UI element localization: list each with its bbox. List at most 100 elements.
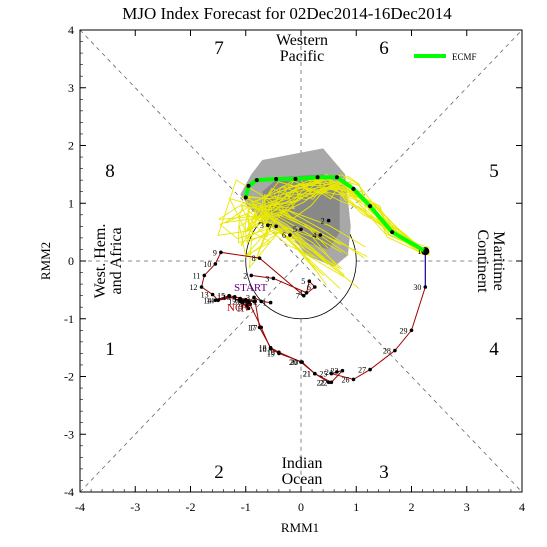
observed-point <box>368 367 372 372</box>
forecast-mean-point <box>423 249 428 254</box>
forecast-mean-point <box>246 183 251 188</box>
region-label-right-1: Maritime <box>490 231 507 291</box>
forecast-mean-point <box>315 175 320 180</box>
region-label-left-1: West. Hem. <box>92 224 109 299</box>
y-tick-label: 4 <box>68 23 74 37</box>
observed-point-label: 19 <box>267 348 275 357</box>
forecast-marker <box>266 223 270 227</box>
y-axis-label: RMM2 <box>38 242 53 280</box>
observed-point-label: 5 <box>232 295 236 304</box>
observed-point <box>249 273 254 278</box>
phase-label-2: 2 <box>214 462 224 483</box>
observed-point <box>277 351 281 356</box>
region-label-bottom-2: Ocean <box>282 471 323 488</box>
observed-line-late <box>254 251 426 383</box>
observed-point-label: 30 <box>413 283 421 292</box>
region-label-top-1: Western <box>276 32 328 49</box>
observed-point-label: 12 <box>228 297 236 306</box>
observed-point-label: 9 <box>239 302 243 311</box>
forecast-mean: 7 65 4 3 2 <box>243 175 428 254</box>
observed-point <box>326 380 331 385</box>
forecast-marker-label: 3 <box>260 221 264 230</box>
observed-point <box>248 302 252 307</box>
observed-point <box>216 298 220 303</box>
y-tick-label: 1 <box>68 196 74 210</box>
forecast-marker-label: 6 <box>282 231 286 240</box>
observed-point-label: 11 <box>193 271 201 280</box>
observed-point <box>232 295 237 299</box>
observed-point <box>268 346 273 351</box>
start-label: START <box>234 282 268 294</box>
diagonal-line <box>79 29 523 493</box>
observed-point <box>393 348 397 353</box>
observed-point-label: 22 <box>317 378 325 387</box>
ensemble-member-line <box>219 175 426 277</box>
observed-point <box>199 285 204 289</box>
observed-point <box>213 262 218 266</box>
observed-point-label: 22 <box>319 378 327 387</box>
observed-point <box>238 296 243 301</box>
observed-point-label: 13 <box>201 290 209 299</box>
region-label-right-2: Continent <box>474 229 491 293</box>
nov-label: NOV <box>227 302 251 314</box>
observed-point <box>304 290 309 295</box>
observed-point-label: 11 <box>237 304 245 313</box>
observed-point-label: 3 <box>246 293 250 302</box>
phase-label-8: 8 <box>105 161 115 182</box>
observed-point <box>351 377 356 382</box>
x-tick-label: 4 <box>519 500 525 514</box>
observed-point <box>253 299 257 304</box>
observed-point-label: 2 <box>243 271 247 280</box>
observed-point-label: 29 <box>400 326 408 335</box>
observed-point <box>329 380 334 385</box>
observed-point-label: 25 <box>319 370 327 379</box>
observed-point-label: 10 <box>234 296 242 305</box>
forecast-mean-point <box>243 195 248 200</box>
observed-point <box>219 250 223 255</box>
phase-label-1: 1 <box>105 339 115 360</box>
region-label-bottom-1: Indian <box>282 455 323 472</box>
observed-point-label: 18 <box>259 345 267 354</box>
y-tick-label: -1 <box>64 312 74 326</box>
forecast-marker <box>318 233 323 237</box>
observed-point-label: 20 <box>290 358 298 367</box>
x-tick-label: 2 <box>409 500 415 514</box>
observed-point-label: 7 <box>296 292 300 301</box>
observed-point <box>313 371 317 376</box>
observed-point-label: 5 <box>301 277 305 286</box>
observed-point-label: 8 <box>242 300 246 309</box>
x-tick-label: 0 <box>298 500 304 514</box>
forecast-mean-point <box>274 176 279 181</box>
forecast-mean-point <box>390 230 395 235</box>
observed-point-label: 7 <box>235 297 239 306</box>
observed-point-label: 27 <box>358 366 366 375</box>
y-tick-label: -4 <box>64 485 74 499</box>
observed-point <box>307 279 312 284</box>
observed-point-label: 18 <box>259 344 267 353</box>
reference-lines <box>79 29 523 493</box>
ensemble-member-line <box>224 178 429 253</box>
observed-point <box>257 256 262 260</box>
observed-point-label: 24 <box>325 368 333 377</box>
x-tick-label: -3 <box>130 500 140 514</box>
phase-label-7: 7 <box>214 38 224 59</box>
observed-point-label: 14 <box>203 296 211 305</box>
observed-point <box>238 299 243 304</box>
chart-title: MJO Index Forecast for 02Dec2014-16Dec20… <box>122 4 452 23</box>
observed-point-label: 1 <box>263 299 267 308</box>
observed-point-label: 4 <box>299 289 303 298</box>
diagonal-line <box>79 29 523 493</box>
observed-point <box>259 325 264 330</box>
y-tick-label: -3 <box>64 427 74 441</box>
forecast-marker <box>274 224 278 229</box>
observed-point-label: 21 <box>303 370 311 379</box>
observed-point-label: 13 <box>217 293 225 302</box>
observed-point <box>301 293 306 298</box>
observed-point <box>213 298 218 303</box>
observed-point <box>210 292 215 297</box>
observed-point <box>243 297 248 302</box>
y-tick-label: 0 <box>68 254 74 268</box>
region-label-top-2: Pacific <box>280 48 324 65</box>
observed-point-label: 26 <box>341 375 349 384</box>
phase-label-5: 5 <box>489 161 499 182</box>
